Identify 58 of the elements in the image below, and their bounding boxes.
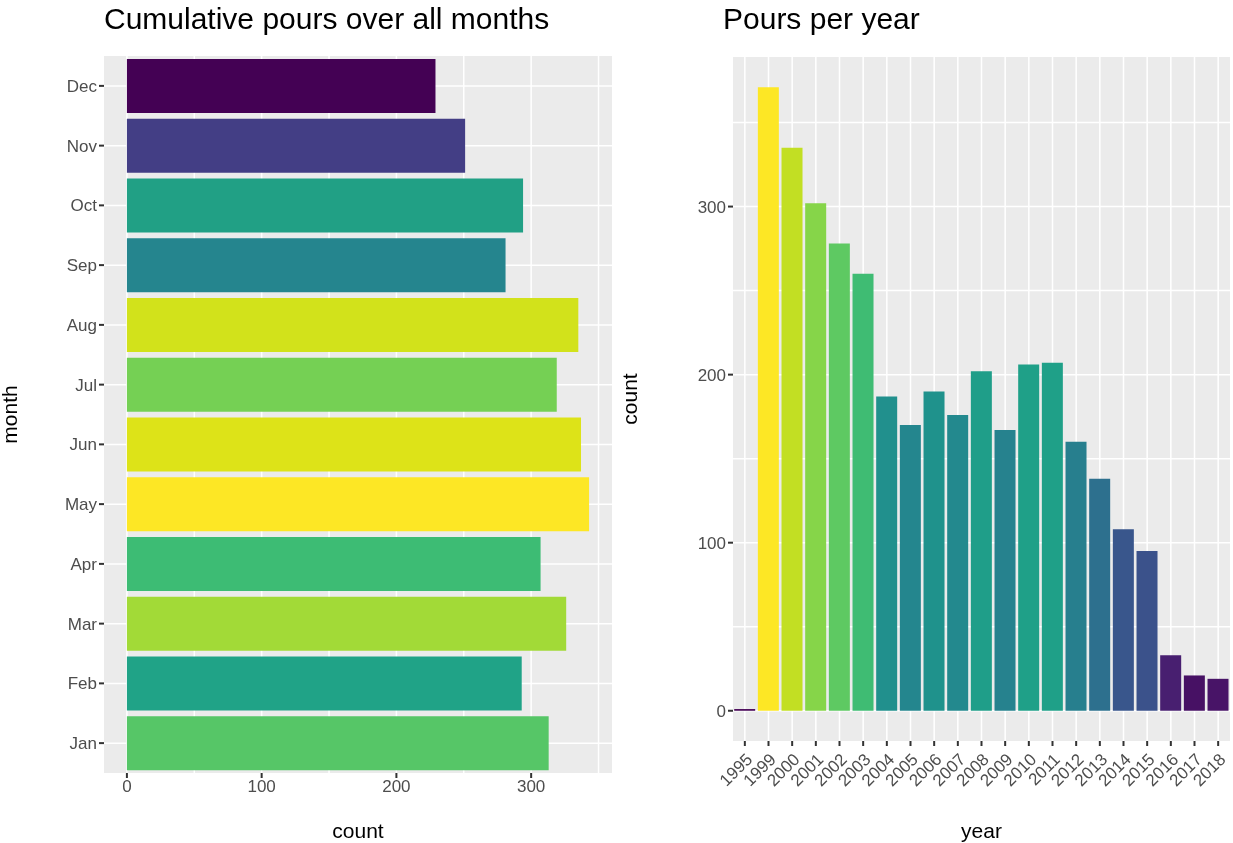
- bar: [126, 357, 557, 412]
- bar: [805, 203, 827, 711]
- bar: [1018, 364, 1040, 711]
- x-tick-label: 0: [122, 777, 132, 797]
- y-tick-label: Jul: [75, 375, 97, 395]
- bar: [126, 238, 506, 293]
- bar: [126, 656, 522, 711]
- bar: [757, 87, 779, 711]
- bar: [994, 430, 1016, 711]
- bar: [828, 243, 850, 711]
- bar: [923, 391, 945, 711]
- y-tick-label: Aug: [66, 315, 97, 335]
- y-tick-label: Dec: [66, 76, 98, 96]
- bar: [1112, 529, 1134, 711]
- y-tick-label: 200: [697, 365, 726, 385]
- bar: [126, 58, 436, 113]
- chart-title: Pours per year: [723, 2, 920, 36]
- bar: [126, 477, 590, 532]
- y-tick-label: Nov: [66, 136, 98, 156]
- y-tick-label: Mar: [67, 614, 98, 634]
- chart-title: Cumulative pours over all months: [104, 2, 550, 36]
- y-axis-title: count: [618, 373, 642, 425]
- bar: [1207, 678, 1229, 711]
- y-tick-label: Sep: [66, 256, 97, 276]
- y-tick-label: May: [64, 495, 98, 515]
- bar: [876, 396, 898, 711]
- y-tick-label: Oct: [70, 196, 98, 216]
- bar: [899, 425, 921, 711]
- bar: [126, 118, 466, 173]
- y-tick-label: 100: [697, 533, 726, 553]
- bar: [126, 536, 541, 591]
- bar: [1183, 675, 1205, 711]
- bar: [947, 414, 969, 711]
- y-tick-label: Apr: [70, 554, 98, 574]
- x-tick-label: 300: [516, 777, 546, 797]
- bar: [126, 178, 524, 233]
- bar: [1160, 655, 1182, 711]
- x-tick-label: 200: [382, 777, 411, 797]
- bar: [1041, 362, 1063, 711]
- y-tick-label: Jun: [69, 435, 97, 455]
- bar: [1136, 551, 1158, 711]
- bar: [781, 147, 803, 711]
- y-tick-label: Feb: [67, 674, 97, 694]
- y-axis-title: month: [0, 385, 22, 444]
- bar: [126, 716, 549, 771]
- y-tick-label: 0: [716, 701, 726, 721]
- x-axis-title: count: [332, 819, 384, 842]
- bar: [126, 297, 579, 352]
- y-tick-label: 300: [697, 197, 726, 217]
- x-tick-label: 100: [247, 777, 276, 797]
- y-tick-label: Jan: [69, 734, 97, 754]
- bar: [126, 417, 582, 472]
- bar: [852, 273, 874, 711]
- x-axis-title: year: [961, 819, 1002, 842]
- bar: [1089, 478, 1111, 711]
- bar: [126, 596, 567, 651]
- bar: [970, 371, 992, 711]
- bar: [1065, 441, 1087, 711]
